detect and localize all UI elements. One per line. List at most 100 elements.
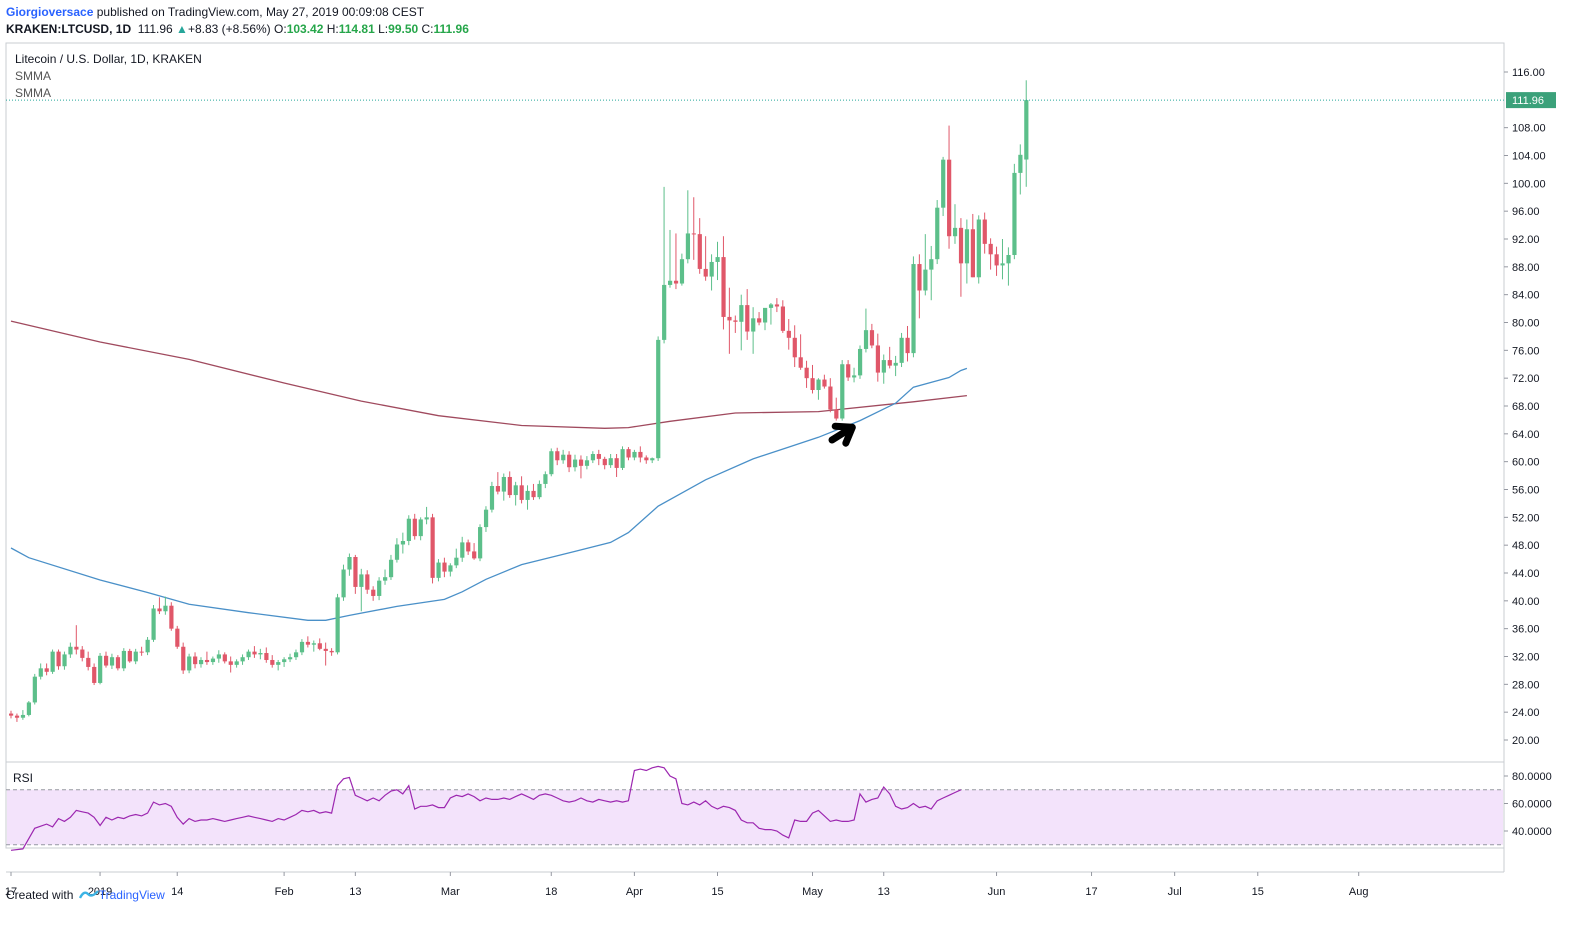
candle-body — [323, 648, 328, 651]
candle-body — [780, 306, 786, 331]
candle-body — [513, 485, 518, 496]
candle-body — [371, 589, 376, 596]
low-label: L: — [378, 22, 389, 36]
candle-body — [483, 509, 489, 528]
candle-body — [584, 460, 590, 466]
candle-body — [632, 451, 637, 458]
candle-body — [911, 264, 916, 354]
candle-body — [739, 305, 744, 322]
price-tick-label: 84.00 — [1512, 290, 1540, 302]
candle-body — [875, 345, 881, 373]
time-tick-label: 15 — [711, 886, 723, 898]
candle-body — [187, 656, 192, 671]
candle-body — [442, 562, 447, 572]
open-label: O: — [274, 22, 287, 36]
candle-body — [448, 565, 453, 572]
candle-body — [317, 643, 322, 649]
candle-body — [9, 713, 14, 716]
candle-body — [602, 458, 607, 466]
candle-body — [531, 490, 536, 498]
candle-body — [216, 654, 221, 659]
candle-body — [151, 608, 156, 640]
symbol-label: KRAKEN:LTCUSD, 1D — [6, 22, 132, 36]
candle-body — [181, 646, 186, 671]
time-tick-label: 14 — [171, 886, 183, 898]
candle-body — [970, 229, 975, 278]
candle-body — [549, 451, 554, 475]
candle-body — [822, 379, 827, 387]
candle-body — [347, 556, 352, 570]
candle-body — [751, 318, 756, 332]
candle-body — [80, 649, 85, 658]
time-tick-label: Jul — [1168, 886, 1182, 898]
candle-body — [543, 474, 548, 484]
high-value: 114.81 — [338, 22, 375, 36]
candle-body — [703, 268, 708, 277]
candle-body — [38, 668, 43, 677]
candle-body — [14, 715, 20, 718]
candle-body — [377, 580, 382, 596]
tradingview-brand[interactable]: TradingView — [98, 888, 165, 902]
candle-body — [733, 320, 738, 322]
candle-body — [745, 305, 750, 332]
footer: Created with TradingView — [6, 888, 165, 902]
price-tick-label: 104.00 — [1512, 151, 1546, 163]
candle-body — [103, 655, 109, 666]
candle-body — [282, 659, 287, 663]
rsi-tick-label: 80.0000 — [1512, 771, 1552, 783]
candle-body — [929, 259, 934, 270]
candle-body — [234, 661, 239, 665]
candle-body — [1018, 154, 1023, 173]
candle-body — [359, 574, 364, 587]
candle-body — [424, 517, 429, 520]
tradingview-logo-icon — [78, 890, 99, 899]
candle-body — [947, 159, 952, 237]
price-change: +8.83 (+8.56%) — [187, 22, 271, 36]
smma-legend-2: SMMA — [15, 86, 51, 100]
candle-body — [834, 409, 839, 419]
candle-body — [127, 650, 132, 662]
price-tick-label: 108.00 — [1512, 123, 1546, 135]
candle-body — [400, 540, 406, 545]
time-tick-label: May — [802, 886, 823, 898]
close-value: 111.96 — [433, 22, 469, 36]
time-tick-label: 15 — [1252, 886, 1264, 898]
candle-body — [412, 518, 417, 537]
candle-body — [246, 651, 251, 658]
candle-body — [887, 360, 892, 366]
candle-body — [893, 362, 898, 366]
candle-body — [430, 517, 435, 578]
candle-body — [222, 654, 227, 662]
candle-body — [952, 227, 958, 237]
candle-body — [163, 605, 168, 612]
candle-body — [685, 233, 691, 260]
price-tick-label: 52.00 — [1512, 512, 1540, 524]
candle-body — [406, 518, 411, 541]
candle-body — [697, 234, 702, 269]
author-name[interactable]: Giorgioversace — [6, 5, 94, 19]
candle-body — [115, 657, 121, 669]
candle-body — [454, 557, 459, 566]
rsi-line — [10, 765, 962, 851]
rsi-band-fill — [7, 789, 1503, 845]
candle-body — [994, 254, 999, 266]
candle-body — [228, 661, 233, 665]
candle-body — [656, 339, 661, 459]
time-tick-label: Jun — [988, 886, 1006, 898]
candle-body — [32, 676, 37, 703]
candle-body — [92, 666, 97, 683]
candle-body — [596, 454, 601, 459]
candle-body — [537, 483, 542, 498]
candle-body — [204, 659, 210, 663]
candle-body — [941, 159, 946, 208]
candle-body — [638, 451, 643, 458]
candle-body — [762, 307, 768, 323]
candle-body — [466, 542, 471, 552]
candle-body — [86, 657, 91, 667]
candle-body — [869, 330, 875, 346]
candle-body — [709, 261, 714, 277]
time-tick-label: 13 — [878, 886, 890, 898]
candle-body — [976, 219, 981, 278]
time-tick-label: Aug — [1349, 886, 1369, 898]
